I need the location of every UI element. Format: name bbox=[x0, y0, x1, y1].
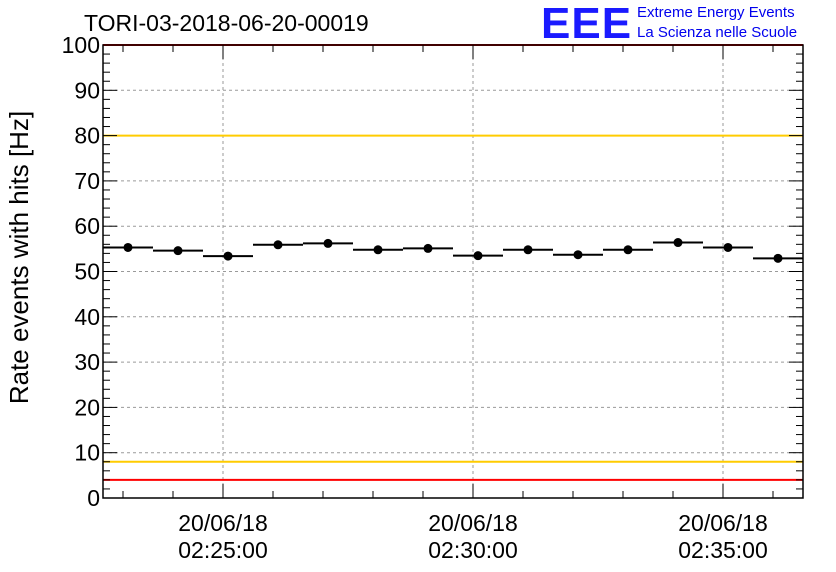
y-tick-label: 20 bbox=[74, 394, 100, 420]
y-tick-label: 30 bbox=[74, 349, 100, 375]
data-point bbox=[273, 240, 283, 250]
y-tick-label: 70 bbox=[74, 168, 100, 194]
data-point bbox=[773, 253, 783, 263]
logo-line-1: Extreme Energy Events bbox=[637, 4, 795, 21]
data-point bbox=[423, 243, 433, 253]
y-tick-label: 50 bbox=[74, 259, 100, 285]
y-tick-label: 60 bbox=[74, 213, 100, 239]
x-tick-time-label: 02:30:00 bbox=[428, 537, 518, 563]
data-point bbox=[173, 246, 183, 256]
y-tick-label: 10 bbox=[74, 440, 100, 466]
data-point bbox=[223, 251, 233, 261]
data-point bbox=[723, 242, 733, 252]
data-point bbox=[373, 245, 383, 255]
y-tick-label: 100 bbox=[62, 32, 100, 58]
chart-title: TORI-03-2018-06-20-00019 bbox=[84, 10, 369, 36]
logo-line-2: La Scienza nelle Scuole bbox=[637, 24, 798, 41]
eee-logo-icon: EEE bbox=[541, 0, 633, 48]
x-tick-time-label: 02:35:00 bbox=[678, 537, 768, 563]
data-point bbox=[323, 238, 333, 248]
grid bbox=[103, 45, 803, 498]
x-tick-date-label: 20/06/18 bbox=[678, 510, 768, 536]
axes bbox=[102, 44, 804, 499]
axis-labels: 010203040506070809010020/06/1802:25:0020… bbox=[4, 32, 768, 563]
data-point bbox=[473, 251, 483, 261]
data-point bbox=[623, 245, 633, 255]
x-tick-date-label: 20/06/18 bbox=[428, 510, 518, 536]
data-point bbox=[123, 242, 133, 252]
y-tick-label: 0 bbox=[87, 485, 100, 511]
data-point bbox=[523, 245, 533, 255]
y-tick-label: 90 bbox=[74, 77, 100, 103]
y-tick-label: 40 bbox=[74, 304, 100, 330]
y-tick-label: 80 bbox=[74, 123, 100, 149]
x-tick-date-label: 20/06/18 bbox=[178, 510, 268, 536]
data-point bbox=[673, 238, 683, 248]
reference-lines bbox=[103, 44, 803, 481]
x-tick-time-label: 02:25:00 bbox=[178, 537, 268, 563]
data-points bbox=[103, 238, 803, 263]
y-axis-label: Rate events with hits [Hz] bbox=[4, 111, 34, 404]
data-point bbox=[573, 250, 583, 260]
